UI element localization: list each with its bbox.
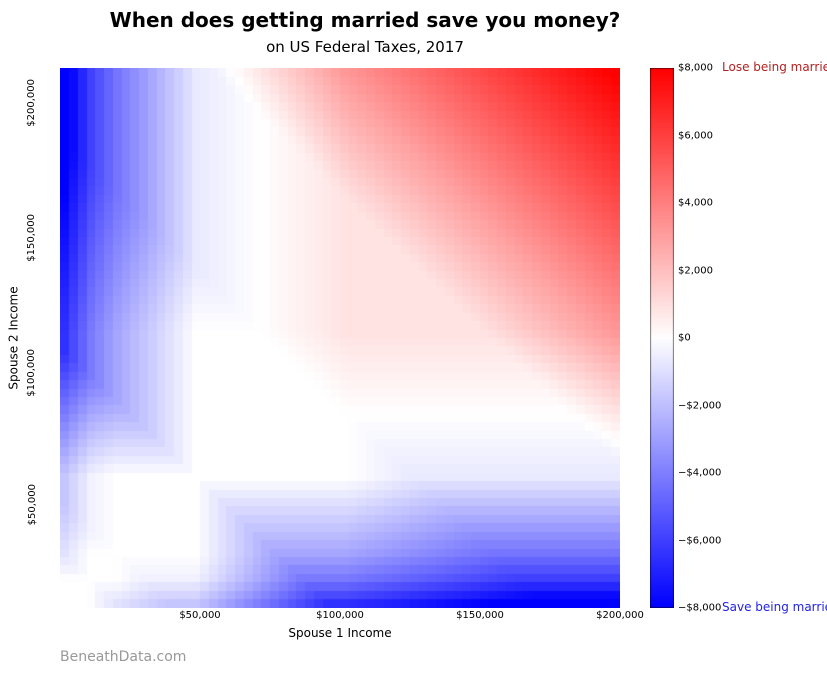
x-tick: $50,000 — [179, 610, 220, 621]
chart-subtitle: on US Federal Taxes, 2017 — [60, 38, 670, 56]
y-tick: $150,000 — [27, 214, 38, 262]
x-axis-label: Spouse 1 Income — [60, 626, 620, 640]
x-axis-ticks: $50,000$100,000$150,000$200,000 — [60, 610, 620, 626]
colorbar-tick: −$6,000 — [678, 535, 721, 546]
colorbar-tick: −$2,000 — [678, 400, 721, 411]
chart-title: When does getting married save you money… — [60, 8, 670, 32]
colorbar-annotation: Save being married — [722, 600, 827, 614]
colorbar-tick: −$8,000 — [678, 603, 721, 614]
colorbar-tick: −$4,000 — [678, 468, 721, 479]
x-tick: $150,000 — [456, 610, 504, 621]
y-axis-label-text: Spouse 2 Income — [7, 286, 21, 389]
y-tick: $200,000 — [27, 79, 38, 127]
colorbar-tick: $4,000 — [678, 198, 713, 209]
y-tick: $100,000 — [27, 349, 38, 397]
credit-text: BeneathData.com — [60, 649, 186, 665]
x-tick: $100,000 — [316, 610, 364, 621]
colorbar-tick: $6,000 — [678, 130, 713, 141]
marriage-tax-heatmap: When does getting married save you money… — [0, 0, 827, 673]
y-tick: $50,000 — [27, 484, 38, 525]
heatmap-plot-area — [60, 68, 620, 608]
heatmap-canvas — [60, 68, 620, 608]
colorbar-ticks: −$8,000−$6,000−$4,000−$2,000$0$2,000$4,0… — [678, 68, 738, 608]
colorbar-tick: $8,000 — [678, 63, 713, 74]
x-tick: $200,000 — [596, 610, 644, 621]
y-axis-label: Spouse 2 Income — [6, 68, 22, 608]
colorbar-annotation: Lose being married — [722, 60, 827, 74]
colorbar — [650, 68, 674, 608]
colorbar-tick: $2,000 — [678, 265, 713, 276]
colorbar-tick: $0 — [678, 333, 691, 344]
